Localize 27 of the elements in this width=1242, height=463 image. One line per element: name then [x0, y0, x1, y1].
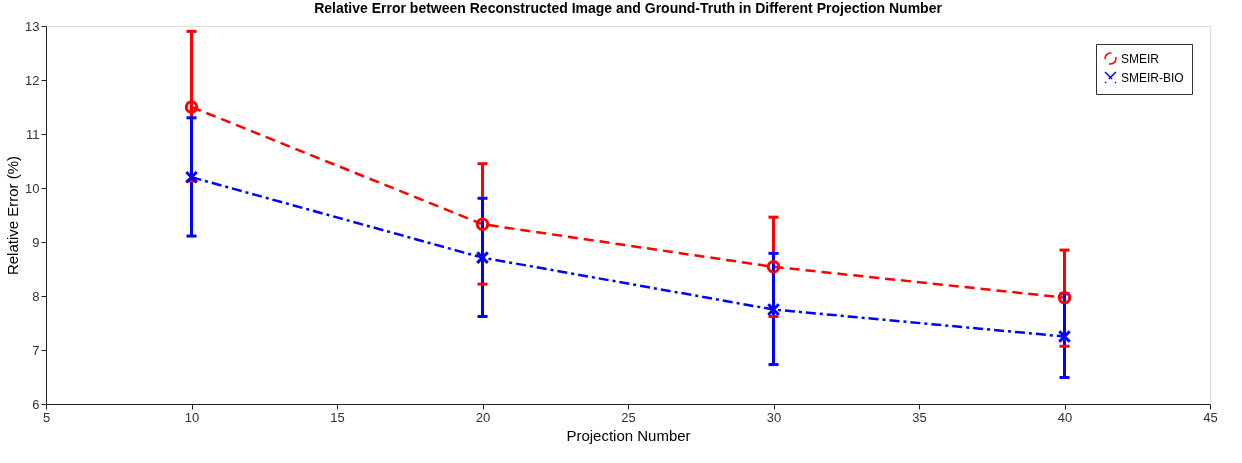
y-tick-label: 11 — [26, 126, 40, 142]
x-tick-label: 35 — [912, 409, 927, 425]
y-axis-title: Relative Error (%) — [4, 155, 22, 276]
point — [475, 250, 490, 265]
y-tick-label: 12 — [25, 72, 40, 88]
x-tick-label: 20 — [475, 409, 491, 425]
point — [475, 217, 490, 231]
y-tick-label: 7 — [32, 342, 40, 358]
point — [184, 100, 199, 114]
x-tick-label: 10 — [184, 409, 200, 425]
y-tick-label: 6 — [32, 396, 40, 412]
y-tick-label: 8 — [32, 288, 40, 304]
point — [1057, 329, 1072, 344]
y-tick-label: 9 — [32, 234, 40, 250]
legend-label: SMEIR — [1121, 51, 1160, 66]
x-tick-label: 45 — [1203, 409, 1218, 425]
x-tick-label: 5 — [42, 409, 51, 425]
x-tick-label: 40 — [1057, 409, 1073, 425]
legend-label: SMEIR-BIO — [1121, 70, 1184, 85]
x-tick-label: 15 — [330, 409, 345, 425]
y-tick-label: 13 — [25, 18, 40, 34]
point — [766, 260, 781, 274]
y-tick-label: 10 — [25, 180, 40, 196]
x-tick-label: 30 — [766, 409, 782, 425]
x-tick-label: 25 — [621, 409, 636, 425]
chart-title: Relative Error between Reconstructed Image and Ground-Truth in Different Projection Number — [314, 0, 943, 16]
x-axis-title: Projection Number — [566, 426, 691, 444]
